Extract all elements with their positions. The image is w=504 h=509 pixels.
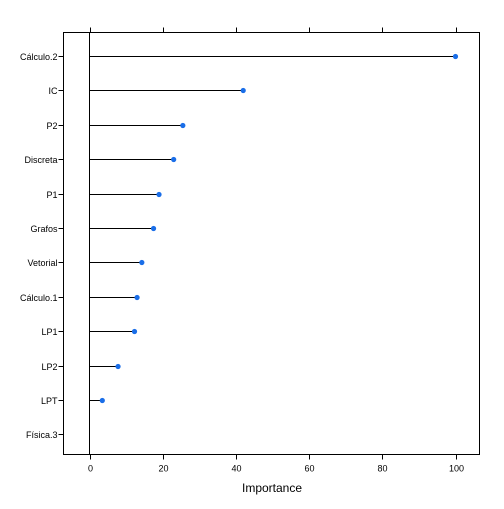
y-label-6: Vetorial <box>27 258 57 268</box>
x-axis-label: Importance <box>242 481 302 495</box>
x-tick-label-60: 60 <box>304 464 314 474</box>
x-tick-label-40: 40 <box>231 464 241 474</box>
y-label-7: Cálculo.1 <box>20 293 58 303</box>
lollipop-stems <box>89 56 456 401</box>
y-label-11: Física.3 <box>26 430 58 440</box>
x-tick-label-0: 0 <box>88 464 93 474</box>
lollipop-points <box>99 53 459 404</box>
y-label-8: LP1 <box>41 327 57 337</box>
point-8 <box>131 328 138 335</box>
point-7 <box>134 294 140 301</box>
x-tick-label-80: 80 <box>377 464 387 474</box>
point-6 <box>139 259 145 266</box>
y-axis-ticks <box>58 56 64 435</box>
y-label-9: LP2 <box>41 362 57 372</box>
y-label-0: Cálculo.2 <box>20 52 58 62</box>
y-label-3: Discreta <box>24 155 57 165</box>
x-tick-labels: 0 20 40 60 80 100 <box>88 464 464 474</box>
point-2 <box>180 122 186 129</box>
x-tick-label-100: 100 <box>449 464 464 474</box>
point-9 <box>115 363 121 370</box>
y-label-1: IC <box>49 86 59 96</box>
point-4 <box>156 191 162 198</box>
top-axis-ticks <box>90 27 457 33</box>
y-label-4: P1 <box>46 190 57 200</box>
point-5 <box>150 225 157 232</box>
x-tick-label-20: 20 <box>158 464 168 474</box>
point-10 <box>99 397 105 404</box>
y-label-5: Grafos <box>30 224 58 234</box>
plot-frame <box>63 32 480 455</box>
y-label-10: LPT <box>41 396 58 406</box>
point-0 <box>452 53 459 60</box>
point-3 <box>171 156 177 163</box>
y-label-2: P2 <box>46 121 57 131</box>
y-category-labels: Cálculo.2 IC P2 Discreta P1 Grafos Vetorial Cál… <box>20 52 58 440</box>
bottom-axis-ticks <box>90 454 457 460</box>
point-1 <box>240 87 246 94</box>
